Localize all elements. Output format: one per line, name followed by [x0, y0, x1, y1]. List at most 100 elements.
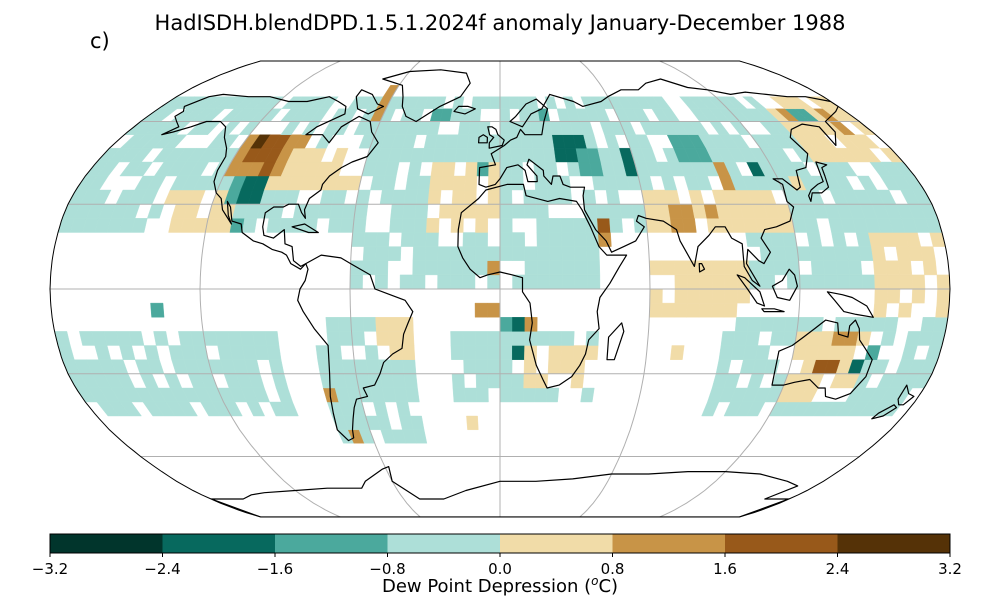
- anomaly-cell: [499, 175, 513, 191]
- anomaly-cell: [499, 246, 513, 261]
- anomaly-cell: [413, 218, 428, 233]
- anomaly-cell: [153, 331, 169, 346]
- anomaly-cell: [745, 232, 761, 247]
- anomaly-cell: [327, 218, 343, 233]
- anomaly-cell: [437, 274, 451, 290]
- anomaly-cell: [475, 373, 489, 389]
- anomaly-cell: [607, 204, 622, 219]
- anomaly-cell: [595, 204, 610, 219]
- anomaly-cell: [425, 232, 439, 247]
- anomaly-cell: [440, 175, 455, 191]
- anomaly-cell: [426, 218, 440, 233]
- anomaly-cell: [264, 331, 280, 346]
- anomaly-cell: [749, 274, 763, 290]
- colorbar-label-unit: C): [598, 576, 619, 597]
- anomaly-cell: [452, 387, 466, 403]
- anomaly-cell: [548, 232, 563, 247]
- anomaly-cell: [499, 108, 511, 122]
- anomaly-cell: [549, 274, 563, 290]
- anomaly-cell: [524, 260, 538, 276]
- anomaly-cell: [523, 359, 537, 374]
- anomaly-cell: [351, 331, 366, 346]
- anomaly-cell: [846, 246, 862, 261]
- anomaly-cell: [810, 260, 825, 276]
- anomaly-cell: [698, 302, 713, 318]
- anomaly-cell: [266, 345, 282, 360]
- anomaly-cell: [745, 331, 761, 346]
- anomaly-cell: [450, 345, 464, 360]
- anomaly-cell: [401, 218, 416, 233]
- anomaly-cell: [454, 148, 468, 163]
- anomaly-cell: [536, 218, 550, 233]
- anomaly-cell: [718, 345, 734, 360]
- anomaly-cell: [363, 232, 378, 247]
- anomaly-cell: [215, 331, 231, 346]
- anomaly-cell: [254, 345, 270, 360]
- anomaly-cell: [686, 302, 700, 318]
- anomaly-cell: [278, 218, 294, 233]
- anomaly-cell: [476, 161, 490, 177]
- colorbar-bin: [612, 534, 725, 553]
- anomaly-cell: [661, 260, 676, 276]
- anomaly-cell: [736, 288, 751, 304]
- anomaly-cell: [871, 246, 886, 261]
- coastline-new-zealand: [897, 384, 915, 406]
- anomaly-cell: [376, 232, 390, 247]
- anomaly-cell: [871, 317, 886, 332]
- anomaly-cell: [413, 232, 427, 247]
- anomaly-cell: [400, 232, 415, 247]
- anomaly-cell: [488, 161, 501, 177]
- anomaly-cell: [548, 218, 562, 233]
- anomaly-cell: [523, 373, 537, 389]
- anomaly-cell: [487, 302, 501, 318]
- coastline-africa: [457, 183, 628, 389]
- anomaly-cell: [698, 260, 713, 276]
- colorbar-bin: [725, 534, 838, 553]
- graticule: [50, 61, 950, 517]
- colorbar-bin: [50, 534, 163, 553]
- anomaly-cell: [561, 246, 575, 261]
- anomaly-cell: [464, 175, 478, 191]
- colorbar-bin: [500, 534, 613, 553]
- anomaly-cell: [329, 204, 345, 219]
- colorbar-tick-label: −2.4: [144, 560, 181, 578]
- anomaly-cell: [474, 246, 488, 261]
- anomaly-cell: [456, 134, 469, 149]
- anomaly-cell: [499, 387, 513, 403]
- anomaly-cell: [487, 274, 501, 290]
- anomaly-cell: [443, 148, 457, 163]
- anomaly-cell: [458, 121, 471, 135]
- anomaly-cell: [340, 218, 355, 233]
- anomaly-cell: [391, 189, 406, 205]
- anomaly-cell: [673, 260, 688, 276]
- anomaly-cell: [362, 246, 377, 261]
- anomaly-cell: [402, 359, 417, 374]
- anomaly-cell: [711, 302, 725, 318]
- anomaly-cell: [390, 359, 405, 374]
- anomaly-cell: [673, 302, 688, 318]
- anomaly-cell: [549, 246, 563, 261]
- anomaly-cell: [699, 274, 713, 290]
- anomaly-cell: [374, 260, 389, 276]
- anomaly-cell: [468, 121, 481, 135]
- anomaly-cell: [856, 175, 878, 191]
- anomaly-cell: [545, 387, 560, 403]
- anomaly-cell: [535, 204, 549, 219]
- anomaly-cell: [699, 288, 713, 304]
- anomaly-cell: [886, 274, 901, 290]
- anomaly-cell: [407, 161, 422, 177]
- anomaly-cell: [561, 232, 575, 247]
- anomaly-cell: [833, 317, 849, 332]
- anomaly-cell: [379, 373, 395, 389]
- anomaly-cell: [451, 204, 465, 219]
- anomaly-cell: [833, 246, 849, 261]
- anomaly-cell: [381, 175, 397, 191]
- anomaly-cell: [499, 359, 513, 374]
- anomaly-cell: [897, 260, 913, 276]
- anomaly-cell: [836, 274, 851, 290]
- anomaly-cell: [574, 246, 588, 261]
- colorbar-tick-label: 0.8: [600, 560, 625, 578]
- anomaly-cell: [724, 96, 748, 109]
- anomaly-cell: [499, 218, 513, 233]
- anomaly-cell: [809, 317, 824, 332]
